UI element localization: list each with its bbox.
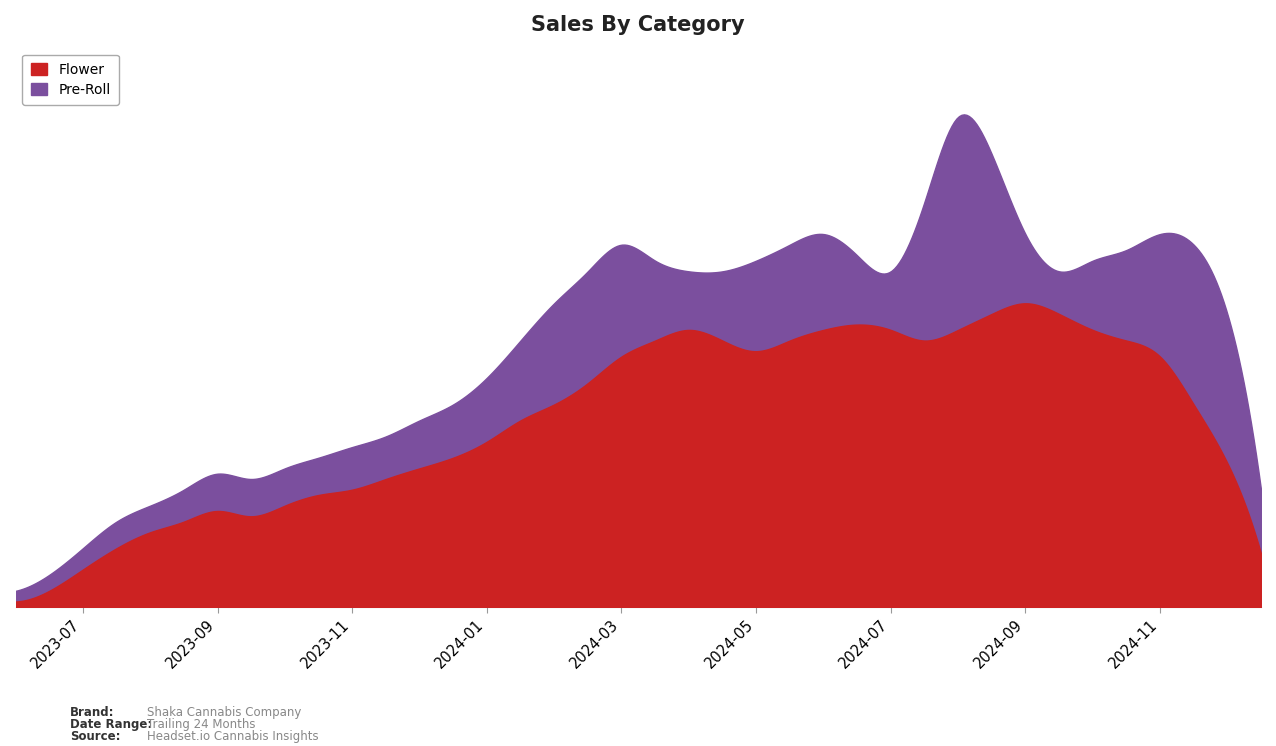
Text: Date Range:: Date Range:: [70, 718, 152, 731]
Text: Trailing 24 Months: Trailing 24 Months: [147, 718, 255, 731]
Title: Sales By Category: Sales By Category: [532, 15, 745, 35]
Text: Shaka Cannabis Company: Shaka Cannabis Company: [147, 706, 301, 719]
Legend: Flower, Pre-Roll: Flower, Pre-Roll: [23, 54, 119, 105]
Text: Source:: Source:: [70, 730, 121, 743]
Text: Brand:: Brand:: [70, 706, 115, 719]
Text: Headset.io Cannabis Insights: Headset.io Cannabis Insights: [147, 730, 319, 743]
